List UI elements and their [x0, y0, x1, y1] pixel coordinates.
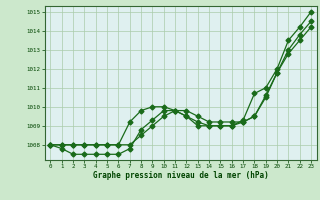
X-axis label: Graphe pression niveau de la mer (hPa): Graphe pression niveau de la mer (hPa)	[93, 171, 269, 180]
